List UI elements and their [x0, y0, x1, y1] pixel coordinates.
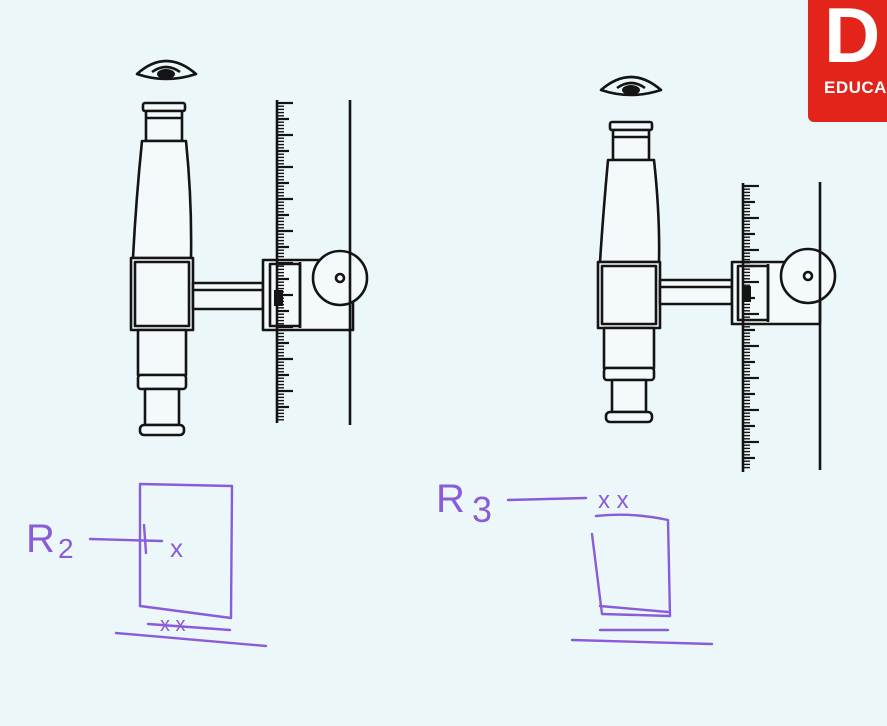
- left-eye-icon: [135, 59, 198, 81]
- right-tube: [598, 158, 661, 264]
- left-knob: [311, 249, 369, 307]
- logo-mark: D: [824, 0, 880, 79]
- left-label-main: R: [26, 517, 55, 561]
- left-lower-tube: [136, 328, 188, 377]
- right-body-block: [596, 260, 662, 330]
- brand-logo: D EDUCA: [808, 0, 887, 122]
- right-scale-ticks: [743, 184, 759, 469]
- left-slab: [138, 482, 234, 620]
- logo-subtitle: EDUCA: [824, 78, 887, 97]
- left-base-line: [114, 631, 268, 648]
- right-label-sub: 3: [472, 489, 492, 530]
- left-tube: [131, 139, 193, 260]
- left-body-block: [129, 256, 195, 332]
- right-objective: [610, 378, 648, 414]
- left-arm: [191, 281, 265, 311]
- right-microscope: [596, 75, 837, 472]
- right-eyepiece: [608, 120, 654, 162]
- left-scale-ticks: [277, 101, 293, 421]
- right-sketch: R 3 x x: [436, 477, 714, 646]
- right-label-main: R: [436, 477, 465, 521]
- left-microscope: [129, 59, 369, 437]
- right-lower-tube: [602, 326, 656, 370]
- left-mark: x: [170, 533, 183, 563]
- right-knob: [779, 247, 837, 305]
- right-top-marks: x x: [598, 487, 629, 514]
- left-pointer-line: [88, 537, 164, 543]
- right-eye-icon: [599, 75, 663, 97]
- right-pointer-line: [506, 496, 588, 502]
- left-bottom-marks: x x: [160, 614, 186, 636]
- right-arm: [658, 278, 734, 306]
- right-base-line: [570, 638, 714, 646]
- left-label-sub: 2: [58, 533, 74, 564]
- right-slab: [590, 513, 672, 618]
- left-eyepiece: [141, 101, 187, 143]
- left-sketch: R 2 x x x: [26, 482, 268, 648]
- left-objective: [143, 387, 181, 427]
